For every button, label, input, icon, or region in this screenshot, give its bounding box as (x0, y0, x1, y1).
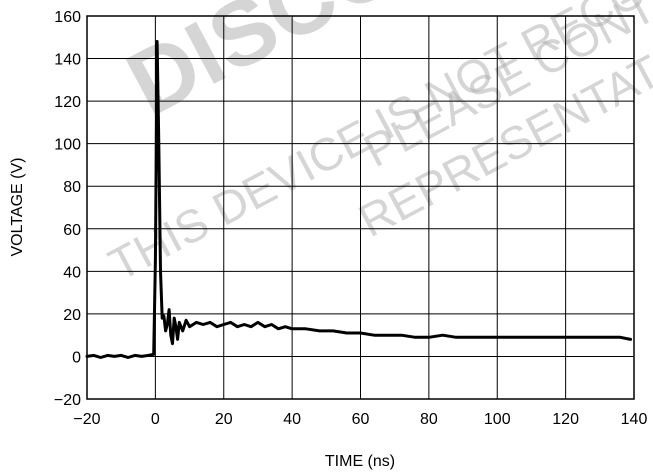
x-tick-labels: −20 0 20 40 60 80 100 120 140 (73, 411, 647, 428)
x-tick-label: 60 (352, 411, 370, 428)
x-tick-label: 140 (621, 411, 648, 428)
x-tick-label: 0 (151, 411, 160, 428)
watermark: DISCONTINUED THIS DEVICE IS NOT RECOMMEN… (100, 0, 653, 291)
x-tick-label: 40 (283, 411, 301, 428)
y-tick-label: 40 (63, 264, 81, 281)
y-tick-label: 100 (54, 137, 81, 154)
plot-frame (86, 15, 635, 400)
series-group (85, 40, 633, 359)
y-tick-label: 60 (63, 222, 81, 239)
y-tick-labels: −20 0 20 40 60 80 100 120 140 160 (54, 9, 81, 409)
x-tick-label: 120 (552, 411, 579, 428)
x-tick-label: 80 (420, 411, 438, 428)
y-tick-label: 120 (54, 94, 81, 111)
x-tick-label: 20 (215, 411, 233, 428)
y-tick-label: 80 (63, 179, 81, 196)
voltage-trace-line (85, 40, 633, 359)
x-axis-label: TIME (ns) (325, 453, 395, 470)
y-tick-label: −20 (54, 392, 81, 409)
x-tick-label: −20 (73, 411, 100, 428)
y-tick-label: 160 (54, 9, 81, 26)
y-tick-label: 140 (54, 52, 81, 69)
y-tick-label: 20 (63, 307, 81, 324)
y-axis-label: VOLTAGE (V) (9, 158, 26, 257)
y-tick-label: 0 (72, 349, 81, 366)
x-tick-label: 100 (484, 411, 511, 428)
